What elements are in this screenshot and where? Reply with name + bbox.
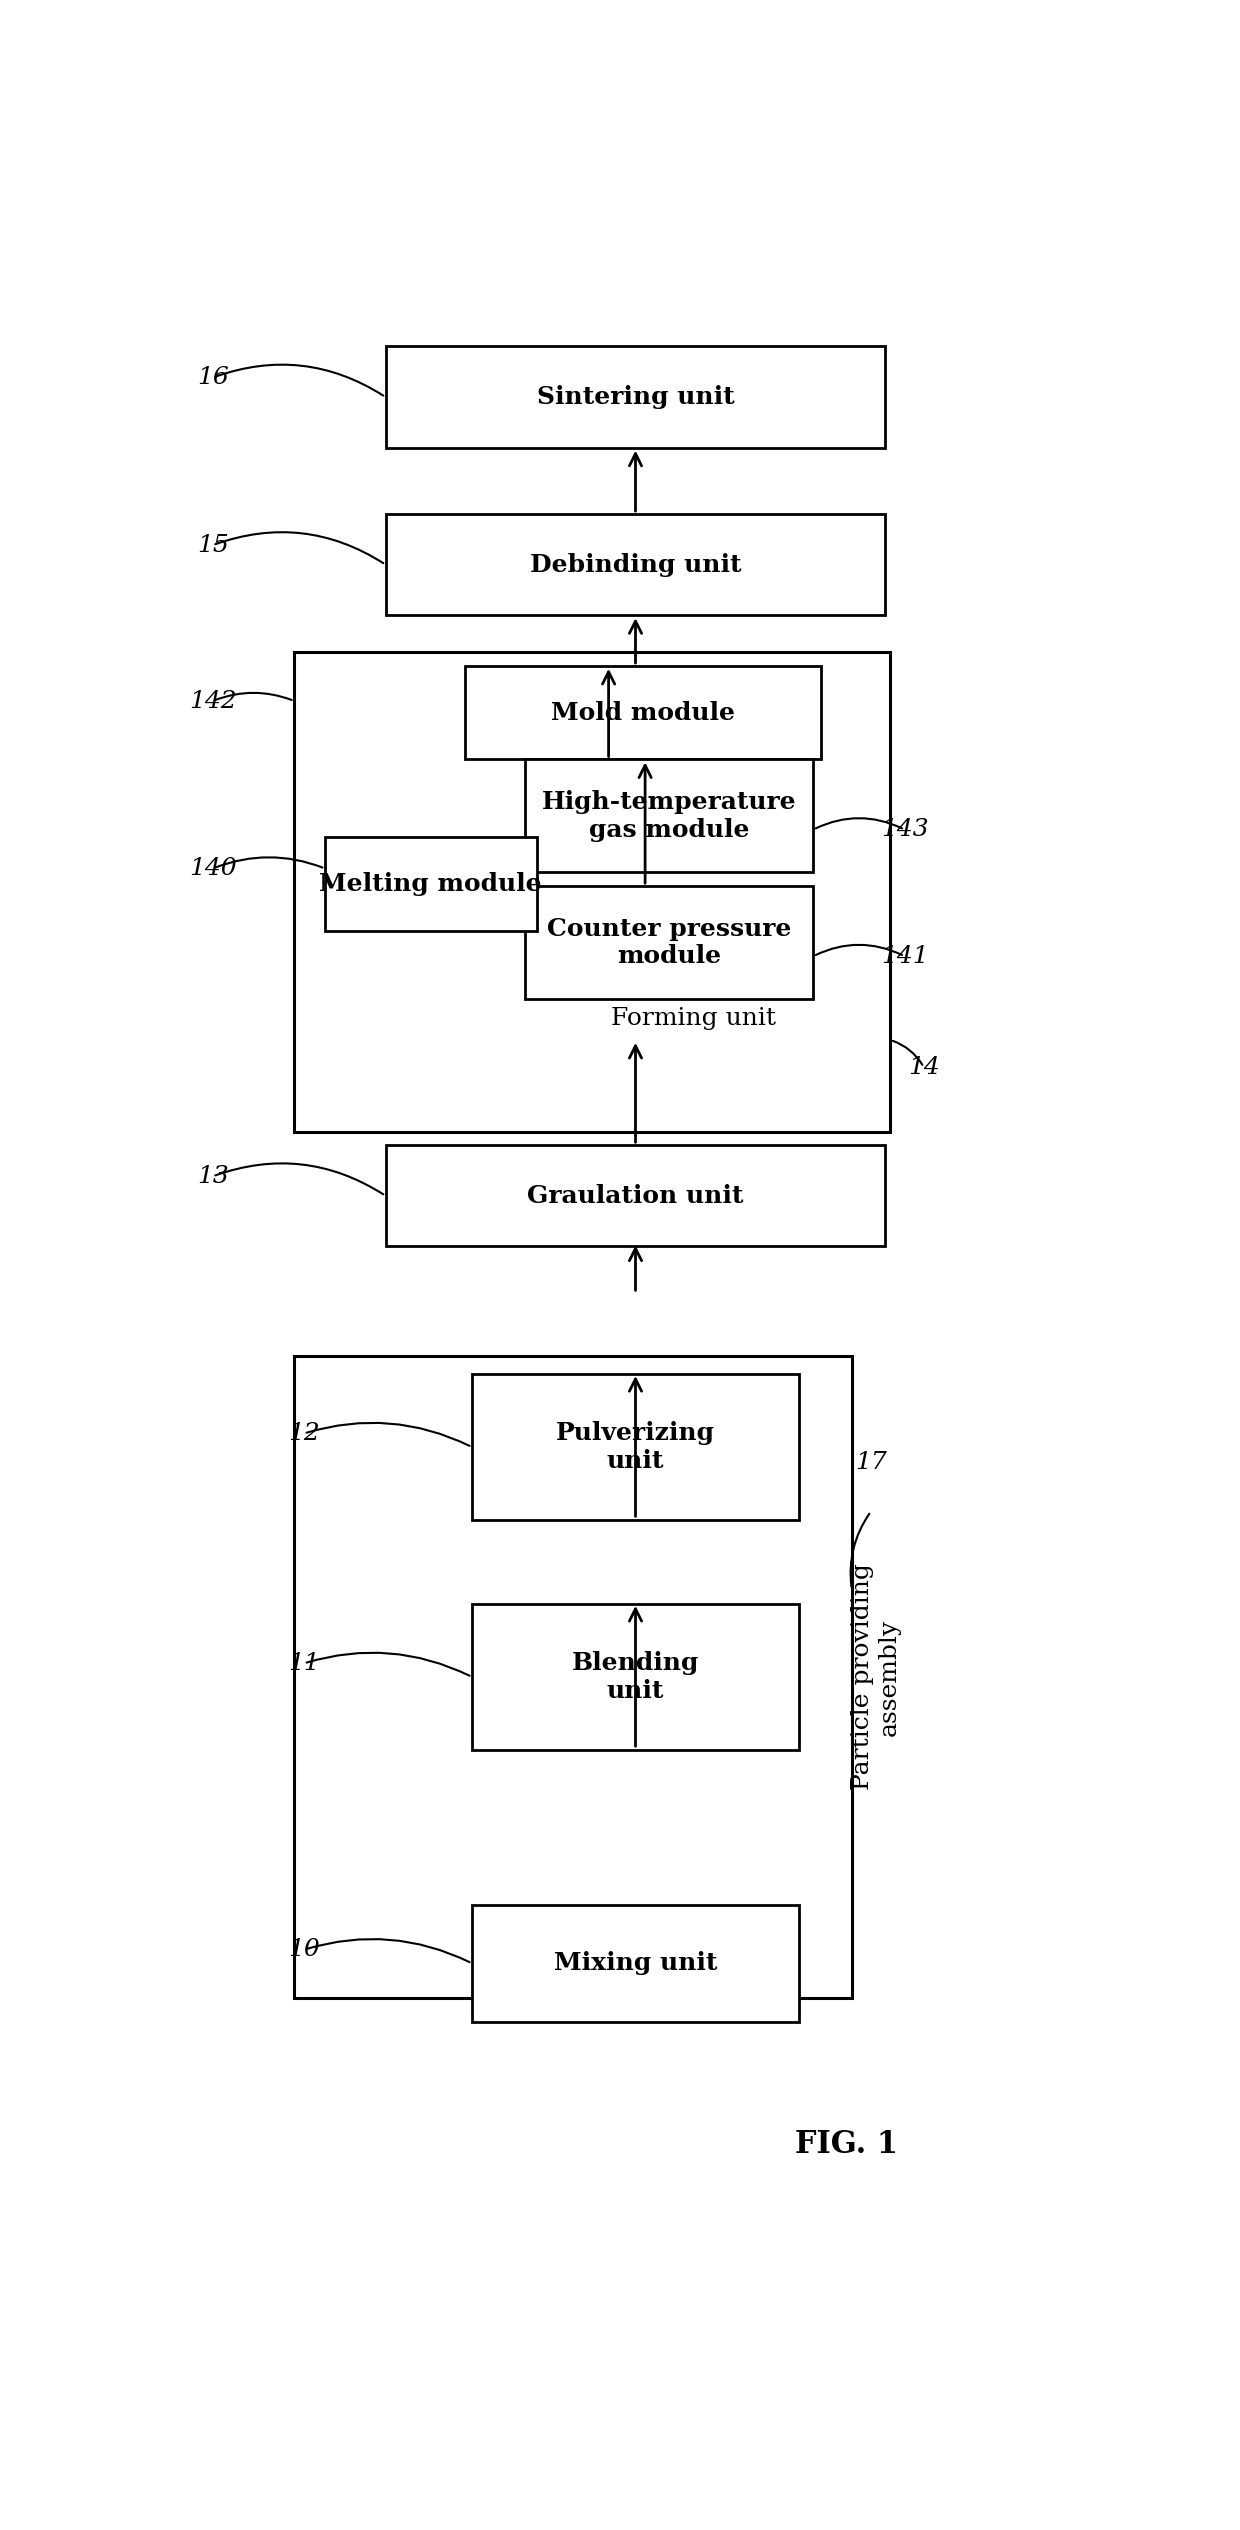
Bar xyxy=(294,653,890,1131)
Bar xyxy=(472,1604,799,1751)
Text: 10: 10 xyxy=(288,1938,320,1961)
Bar xyxy=(472,1905,799,2021)
Text: Blending
unit: Blending unit xyxy=(572,1652,699,1703)
Text: FIG. 1: FIG. 1 xyxy=(795,2130,899,2161)
Text: Particle providing
assembly: Particle providing assembly xyxy=(851,1564,900,1791)
Bar xyxy=(325,837,537,931)
Text: 141: 141 xyxy=(880,944,929,966)
Text: High-temperature
gas module: High-temperature gas module xyxy=(542,789,796,842)
Bar xyxy=(525,759,813,873)
Text: 15: 15 xyxy=(197,534,228,557)
Bar xyxy=(294,1356,852,1999)
Bar xyxy=(465,665,821,759)
Text: Counter pressure
module: Counter pressure module xyxy=(547,916,791,969)
Text: 14: 14 xyxy=(908,1055,940,1078)
Text: Mold module: Mold module xyxy=(552,701,735,724)
Text: 11: 11 xyxy=(288,1652,320,1675)
Text: Pulverizing
unit: Pulverizing unit xyxy=(556,1422,715,1472)
Text: 143: 143 xyxy=(880,817,929,840)
Bar xyxy=(386,347,885,448)
Text: 140: 140 xyxy=(188,858,237,880)
Bar xyxy=(386,514,885,615)
Text: Graulation unit: Graulation unit xyxy=(527,1184,744,1207)
Text: 16: 16 xyxy=(197,367,228,390)
Text: 13: 13 xyxy=(197,1164,228,1189)
Bar xyxy=(472,1374,799,1521)
Text: Mixing unit: Mixing unit xyxy=(554,1951,717,1976)
Bar xyxy=(386,1146,885,1247)
Text: Sintering unit: Sintering unit xyxy=(537,385,734,410)
Text: 17: 17 xyxy=(856,1452,887,1475)
Text: 12: 12 xyxy=(288,1422,320,1445)
Text: Melting module: Melting module xyxy=(320,873,542,896)
Text: Forming unit: Forming unit xyxy=(610,1007,776,1030)
Text: 142: 142 xyxy=(188,691,237,713)
Text: Debinding unit: Debinding unit xyxy=(529,552,742,577)
Bar xyxy=(525,886,813,999)
